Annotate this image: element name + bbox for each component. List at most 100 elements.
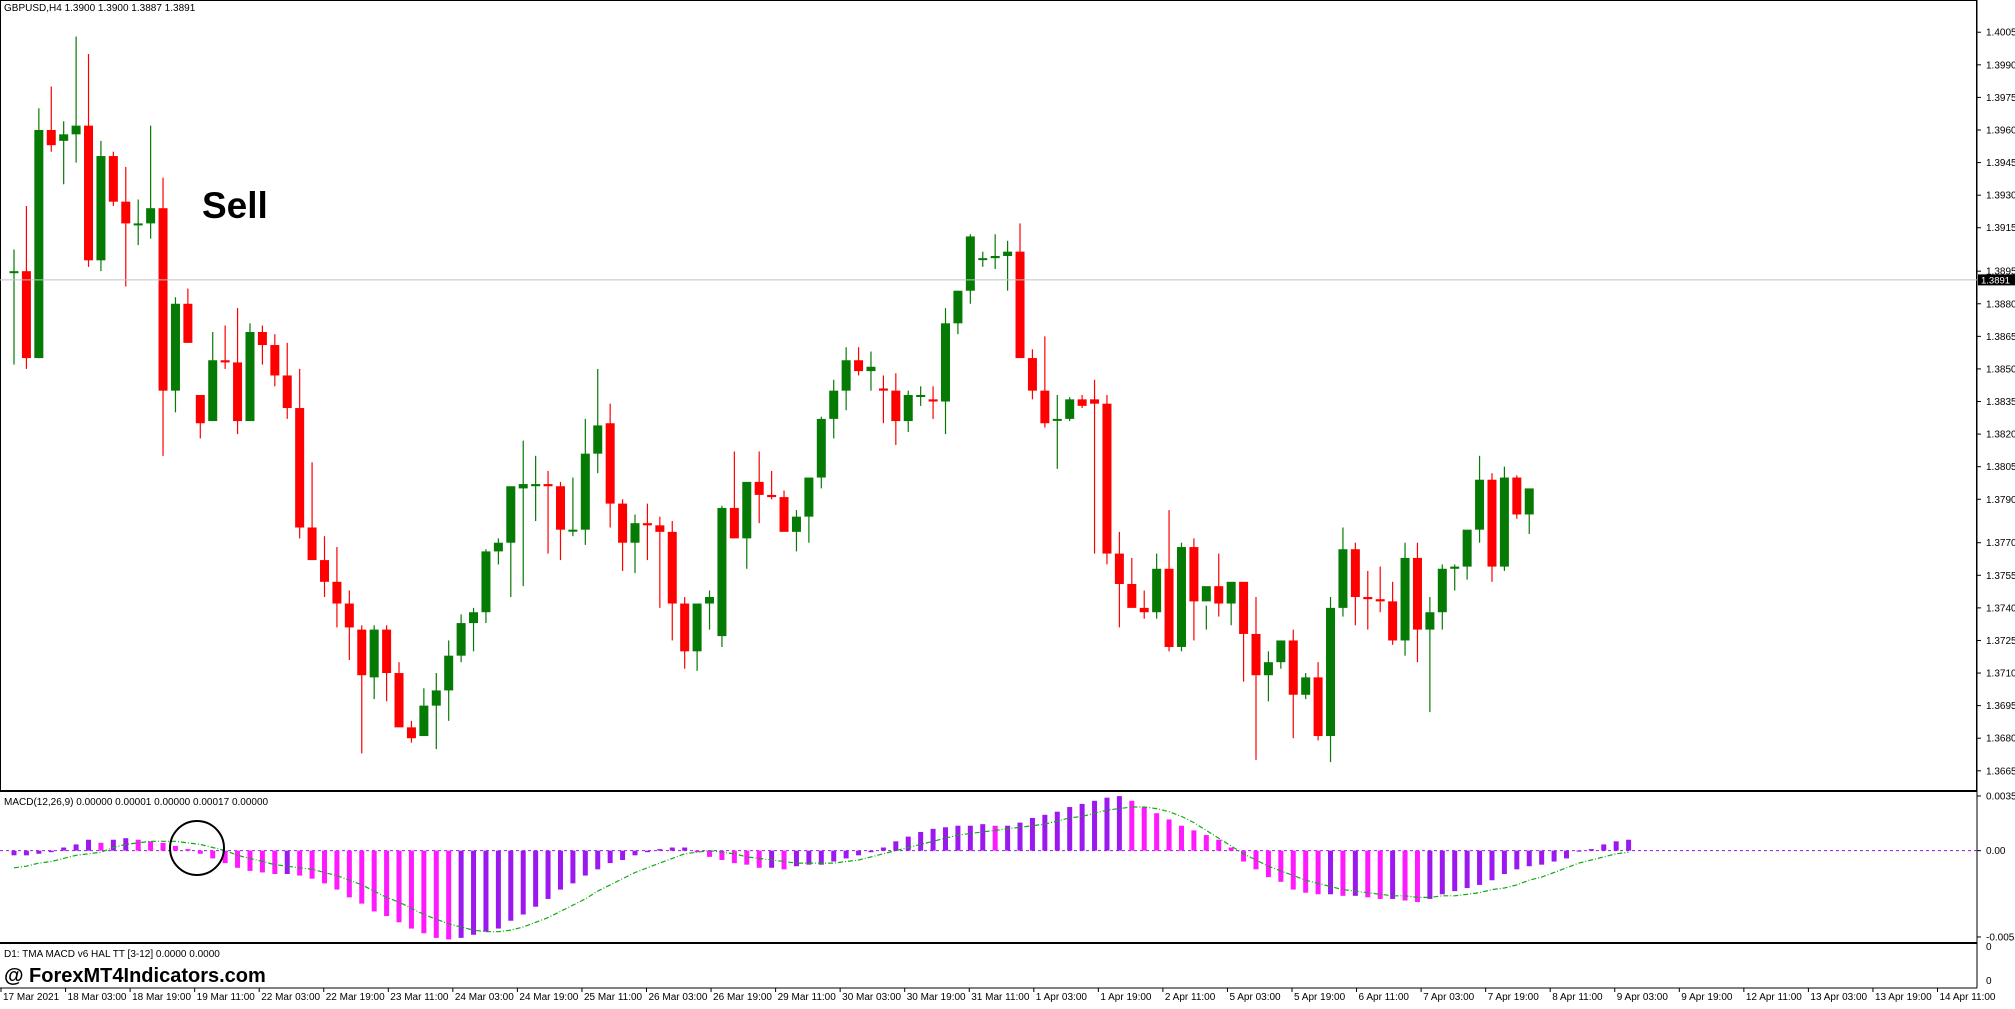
candle-body <box>1189 547 1199 602</box>
macd-bar <box>309 850 315 879</box>
time-tick-label: 18 Mar 19:00 <box>132 992 191 1003</box>
candle-body <box>1326 607 1336 737</box>
macd-bar <box>135 839 141 851</box>
candle-body <box>344 603 354 628</box>
macd-bar <box>1278 850 1284 882</box>
macd-bar <box>719 850 725 860</box>
candle-body <box>655 525 665 532</box>
candle-body <box>804 477 814 517</box>
price-axis: 1.4005 1.3990 1.3975 1.3960 1.3945 1.3930 1.39… <box>1977 28 2015 777</box>
macd-bar <box>595 850 601 870</box>
price-tick-label: 1.3850 <box>1986 364 2015 375</box>
candle-body <box>1052 418 1062 421</box>
macd-bar <box>1129 800 1135 851</box>
macd-bar <box>533 850 539 907</box>
macd-bar <box>930 828 936 851</box>
candle-body <box>245 332 255 422</box>
price-tick-label: 1.3915 <box>1986 223 2015 234</box>
macd-bar <box>185 849 191 851</box>
candle-body <box>1214 586 1224 604</box>
macd-bar <box>1564 850 1569 859</box>
macd-bar <box>744 850 750 865</box>
macd-bar <box>98 842 104 851</box>
macd-bar <box>48 850 54 853</box>
time-tick-label: 8 Apr 11:00 <box>1552 992 1603 1003</box>
candle-body <box>1301 677 1311 695</box>
macd-bar <box>943 827 948 851</box>
candle-body <box>195 395 205 424</box>
candle-body <box>493 542 503 552</box>
macd-bar <box>769 850 775 868</box>
macd-bar <box>483 850 489 932</box>
candle-body <box>1512 477 1522 515</box>
candle-body <box>295 408 305 528</box>
macd-bar <box>1017 822 1023 851</box>
macd-bar <box>545 850 551 899</box>
candle-body <box>1077 399 1087 406</box>
macd-histogram <box>0 796 1977 940</box>
macd-bar <box>446 850 452 940</box>
macd-bar <box>1551 850 1557 862</box>
candle-body <box>1375 599 1385 602</box>
macd-bar <box>210 850 216 859</box>
candle-body <box>506 486 516 543</box>
candle-body <box>1487 479 1497 567</box>
macd-bar <box>1079 803 1085 851</box>
time-tick-label: 30 Mar 19:00 <box>907 992 966 1003</box>
price-tick-label: 1.3695 <box>1986 701 2015 712</box>
time-tick-label: 19 Mar 11:00 <box>197 992 256 1003</box>
macd-bar <box>980 824 986 851</box>
time-tick-label: 13 Apr 19:00 <box>1875 992 1932 1003</box>
time-tick-label: 22 Mar 19:00 <box>326 992 385 1003</box>
time-tick-label: 7 Apr 19:00 <box>1488 992 1540 1003</box>
candle-body <box>307 527 317 561</box>
macd-bar <box>1241 850 1247 862</box>
macd-bar <box>1166 819 1172 851</box>
candle-body <box>170 303 180 391</box>
candle-body <box>903 395 913 422</box>
macd-bar <box>222 850 228 864</box>
macd-bar <box>433 850 439 938</box>
macd-bar <box>247 850 253 871</box>
candle-body <box>965 236 975 291</box>
candle-body <box>1338 549 1348 608</box>
macd-bar <box>644 850 650 853</box>
candle-body <box>1425 612 1435 630</box>
candle-body <box>667 531 677 604</box>
macd-bar <box>1402 850 1408 901</box>
price-tick-label: 1.3835 <box>1986 397 2015 408</box>
candle-body <box>419 705 429 737</box>
price-tick-label: 1.3770 <box>1986 538 2015 549</box>
time-tick-label: 9 Apr 03:00 <box>1617 992 1669 1003</box>
candle-body <box>555 486 565 530</box>
macd-bar <box>197 850 203 854</box>
macd-bar <box>1253 850 1259 870</box>
macd-bar <box>1390 850 1396 899</box>
candle-body <box>1313 677 1323 737</box>
macd-bar <box>1104 797 1110 851</box>
price-tick-label: 1.3990 <box>1986 60 2015 71</box>
macd-bar <box>11 850 17 856</box>
price-tick-label: 1.3790 <box>1986 495 2015 506</box>
price-tick-label: 1.4005 <box>1986 28 2015 39</box>
candle-body <box>369 629 379 678</box>
price-tick-label: 1.3805 <box>1986 462 2015 473</box>
macd-bar <box>731 850 737 864</box>
candle-body <box>978 258 988 261</box>
macd-bar <box>1414 850 1420 903</box>
price-tick-label: 1.3725 <box>1986 636 2015 647</box>
macd-bar <box>856 850 862 856</box>
macd-bar <box>570 850 576 884</box>
macd-bar <box>1601 844 1607 851</box>
tma-macd-tick-label: 0 <box>1986 942 1992 953</box>
macd-bar <box>1265 850 1271 878</box>
price-tick-label: 1.3820 <box>1986 430 2015 441</box>
candle-body <box>1388 601 1398 641</box>
candle-body <box>133 223 143 226</box>
macd-bar <box>1452 850 1458 892</box>
candle-body <box>1176 547 1186 647</box>
macd-bar <box>36 850 42 854</box>
candle-body <box>729 507 739 539</box>
